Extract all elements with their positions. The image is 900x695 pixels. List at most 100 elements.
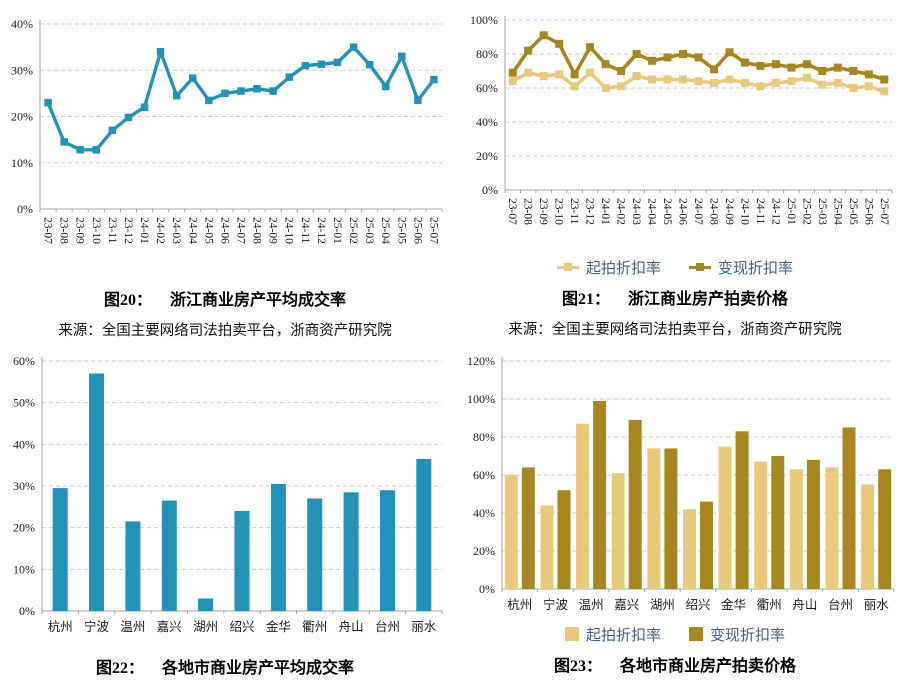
x-axis-label: 25-04 — [831, 198, 843, 225]
x-axis-label: 嘉兴 — [157, 620, 182, 634]
bar — [270, 483, 286, 611]
x-axis-label: 金华 — [266, 619, 291, 634]
data-point-marker — [663, 75, 672, 84]
data-point-marker — [617, 82, 626, 91]
fig21-caption-label: 图21： — [561, 291, 610, 308]
y-axis-tick-label: 20% — [11, 110, 33, 124]
data-point-marker — [740, 78, 749, 87]
data-point-marker — [60, 138, 68, 146]
data-point-marker — [710, 65, 718, 74]
x-axis-label: 24-10 — [738, 198, 750, 225]
data-point-marker — [349, 43, 358, 51]
x-axis-label: 24-02 — [615, 198, 627, 225]
data-point-marker — [301, 61, 310, 70]
data-point-marker — [430, 75, 438, 84]
y-axis-tick-label: 0% — [19, 604, 35, 618]
bar — [540, 505, 554, 589]
data-point-marker — [92, 146, 100, 154]
data-point-marker — [140, 103, 149, 111]
x-axis-label: 台州 — [375, 619, 400, 634]
data-point-marker — [880, 87, 889, 96]
data-point-marker — [539, 72, 548, 81]
data-point-marker — [156, 48, 165, 56]
fig21-legend: 起拍折扣率 变现折扣率 — [450, 256, 900, 278]
bar — [161, 500, 177, 611]
x-axis-label: 25-02 — [800, 198, 812, 225]
data-point-marker — [317, 60, 326, 68]
y-axis-tick-label: 40% — [473, 506, 495, 520]
x-axis-label: 嘉兴 — [614, 598, 639, 612]
fig22-caption: 图22： 各地市商业房产平均成交率 — [96, 654, 354, 678]
fig22-bar-chart: 0% 10% 20% 30% 40% 50% 60% 杭州 宁波 温州 嘉兴 湖州 绍兴 金华 衢州 舟山 台州… — [13, 354, 443, 634]
data-point-marker — [508, 68, 517, 77]
data-point-marker — [725, 48, 734, 57]
data-point-marker — [771, 78, 780, 87]
x-axis-label: 温州 — [120, 620, 145, 634]
data-point-marker — [570, 82, 579, 91]
x-axis-label: 25-07 — [428, 217, 440, 244]
x-axis-label: 24-12 — [315, 217, 327, 244]
x-axis-label: 24-09 — [723, 198, 735, 225]
data-point-marker — [679, 75, 687, 84]
y-axis-tick-label: 30% — [13, 479, 35, 493]
fig20-caption: 图20： 浙江商业房产平均成交率 — [104, 286, 346, 310]
y-axis-tick-label: 100% — [470, 13, 498, 27]
x-axis-label: 23-12 — [584, 198, 596, 225]
fig22-caption-title: 各地市商业房产平均成交率 — [162, 660, 355, 677]
x-axis-label: 湖州 — [650, 597, 675, 612]
data-point-marker — [833, 78, 842, 87]
data-point-marker — [802, 60, 811, 69]
x-axis-label: 23-07 — [506, 198, 518, 225]
x-axis-label: 25-04 — [379, 217, 391, 244]
data-point-marker — [253, 85, 261, 93]
y-axis-tick-label: 120% — [467, 354, 495, 368]
y-axis-tick-label: 20% — [476, 149, 498, 163]
x-axis-label: 24-11 — [299, 217, 311, 244]
data-point-marker — [508, 77, 517, 86]
bar — [861, 484, 875, 589]
fig23-caption-label: 图23： — [553, 658, 602, 675]
fig23-legend-label-bianxian: 变现折扣率 — [710, 627, 786, 644]
bar — [771, 456, 785, 589]
bar — [683, 509, 696, 589]
bar — [647, 448, 661, 589]
data-point-marker — [756, 61, 765, 70]
line-series — [46, 45, 436, 152]
bar — [307, 498, 323, 611]
x-axis-label: 25-01 — [785, 198, 797, 225]
y-axis-tick-label: 0% — [17, 202, 33, 216]
data-point-marker — [124, 113, 133, 122]
y-axis-tick-label: 40% — [13, 437, 35, 451]
x-axis-label: 23-07 — [42, 217, 54, 244]
data-point-marker — [725, 75, 734, 84]
x-axis-label: 25-05 — [847, 198, 859, 225]
fig21-legend-item-bianxian: 变现折扣率 — [689, 257, 793, 278]
data-point-marker — [833, 63, 842, 72]
data-point-marker — [555, 39, 564, 48]
bar — [557, 490, 571, 589]
data-point-marker — [849, 67, 858, 75]
data-point-marker — [679, 50, 687, 58]
y-axis-tick-label: 40% — [476, 115, 498, 129]
data-point-marker — [787, 77, 796, 86]
data-point-marker — [414, 96, 422, 105]
fig23-caption-title: 各地市商业房产拍卖价格 — [620, 658, 797, 675]
data-point-marker — [365, 60, 374, 69]
y-axis-tick-label: 20% — [13, 521, 35, 535]
bar — [576, 423, 590, 589]
bar — [234, 511, 250, 611]
y-axis-tick-label: 20% — [473, 544, 495, 558]
fig23-caption: 图23： 各地市商业房产拍卖价格 — [554, 652, 796, 676]
x-axis-label: 24-04 — [646, 198, 658, 225]
bianxian-bar-swatch — [689, 627, 703, 641]
data-point-marker — [694, 53, 703, 62]
x-axis-label: 舟山 — [792, 598, 817, 612]
x-axis-label: 25-02 — [347, 217, 359, 244]
data-point-marker — [601, 84, 610, 92]
fig20-caption-label: 图20： — [103, 292, 152, 309]
data-point-marker — [818, 80, 827, 89]
data-point-marker — [740, 58, 749, 67]
data-point-marker — [524, 46, 533, 55]
data-point-marker — [76, 146, 84, 154]
y-axis-tick-label: 80% — [473, 430, 495, 444]
